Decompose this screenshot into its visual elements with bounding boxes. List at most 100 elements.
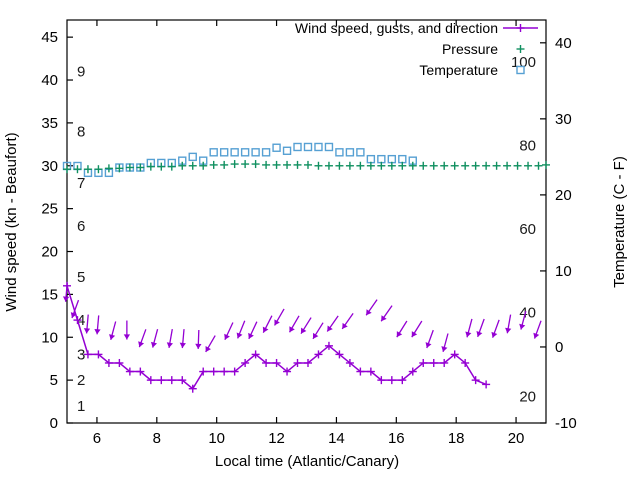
x-axis-title: Local time (Atlantic/Canary) [215,453,399,470]
barb-head [205,345,211,352]
wind-barb [365,299,378,316]
barb-head [166,342,173,348]
barb-head [236,332,243,339]
wind-barb [62,282,70,302]
y2-tick-label: 40 [555,35,572,52]
barb-head [381,315,387,322]
square-marker [209,148,218,157]
x-tick-label: 14 [328,430,345,447]
y-tick-label: 10 [41,329,58,346]
wind-barb [273,308,285,326]
barb-head [248,332,254,339]
wind-barb [205,335,216,353]
y2-tick-label: 30 [555,111,572,128]
barb-head [519,323,526,330]
y-axis-right-title: Temperature (C - F) [611,156,628,288]
y-axis-right-ticks: -10 0 10 20 30 40 [540,35,577,432]
fahrenheit-label: 80 [519,137,536,154]
square-marker [303,142,313,152]
wind-barb [94,315,101,335]
wind-barb [109,321,117,341]
wind-barb [123,320,131,340]
beaufort-label: 9 [77,63,85,80]
square-marker [387,154,397,164]
wind-barb [179,329,186,349]
wind-barb [150,329,159,348]
square-marker [516,65,525,75]
beaufort-label: 3 [77,346,85,363]
x-tick-label: 12 [268,430,285,447]
barb-head [342,322,348,329]
y2-tick-label: 0 [555,339,563,356]
barb-head [83,328,91,334]
barb-head [505,327,512,334]
square-marker [219,148,229,157]
y-tick-label: 45 [41,29,58,46]
y-axis-left-ticks: 0 5 10 15 20 25 30 35 40 45 [41,29,73,432]
barb-head [274,319,280,326]
wind-barb [519,311,527,330]
wind-barb [380,305,393,322]
barb-head [396,331,403,338]
square-marker [293,142,302,152]
wind-barb [248,321,258,340]
y2-tick-label: 10 [555,263,572,280]
square-marker [230,148,239,157]
barb-head [491,331,498,338]
x-tick-label: 18 [448,430,465,447]
wind-barb [326,315,339,332]
plot-frame [66,19,547,424]
wind-barb [396,320,408,338]
wind-barb [224,322,234,341]
square-marker [314,142,323,152]
x-tick-label: 16 [388,430,405,447]
fahrenheit-label: 60 [519,221,536,238]
y-tick-label: 15 [41,286,58,303]
square-marker [335,148,344,157]
square-marker [188,152,197,162]
legend-label: Temperature [419,62,498,78]
wind-barb [476,318,485,338]
barb-head [289,326,295,333]
square-marker [356,148,365,157]
wind-barb [312,322,324,340]
series-temperature [62,142,417,178]
barb-head [366,309,372,316]
series-wind-speed [63,281,491,393]
square-marker [282,146,292,155]
wind-barb [166,329,173,348]
wind-barb [236,320,246,339]
x-tick-label: 10 [208,430,225,447]
beaufort-label: 7 [77,175,85,192]
x-tick-label: 8 [153,430,161,447]
square-marker [261,148,271,157]
barb-head [441,346,448,352]
y-tick-label: 30 [41,158,58,175]
x-axis-ticks: 6 8 10 12 14 16 18 20 [93,20,524,447]
legend-label: Pressure [442,41,498,57]
barb-head [179,342,186,349]
barb-head [109,334,116,340]
wind-barb [533,320,542,339]
barb-head [224,333,230,340]
y2-tick-label: 20 [555,187,572,204]
barb-head [123,334,131,340]
beaufort-scale-labels: 123456789 [77,63,85,414]
barb-head [70,312,77,318]
legend-label: Wind speed, gusts, and direction [295,20,498,36]
y-tick-label: 20 [41,244,58,261]
barb-head [62,296,70,302]
barb-head [94,328,101,335]
square-marker [240,148,250,157]
barb-head [476,330,483,337]
y2-tick-label: -10 [555,415,577,432]
barb-head [411,331,418,338]
beaufort-label: 1 [77,398,85,415]
fahrenheit-label: 40 [519,305,536,322]
wind-barb [441,333,449,353]
y-tick-label: 5 [50,372,58,389]
plot-border [66,19,547,424]
wind-barb [195,329,202,349]
